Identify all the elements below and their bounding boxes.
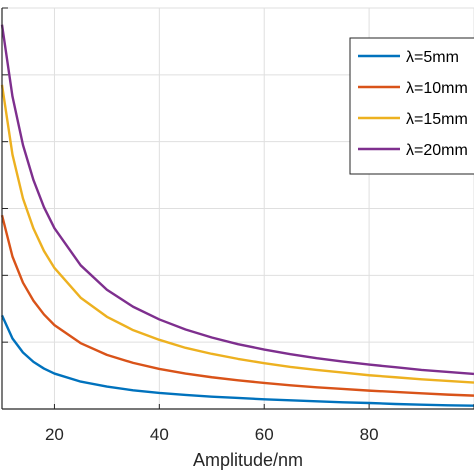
x-tick-label: 80 xyxy=(360,425,379,444)
series-line-3 xyxy=(0,84,474,384)
legend-label-1: λ=5mm xyxy=(406,49,459,66)
series-lines xyxy=(0,24,474,407)
x-tick-label: 20 xyxy=(45,425,64,444)
legend-label-2: λ=10mm xyxy=(406,80,468,97)
series-line-2 xyxy=(0,214,474,397)
legend: λ=5mm λ=10mm λ=15mm λ=20mm xyxy=(349,37,474,175)
x-tick-label: 60 xyxy=(255,425,274,444)
series-line-4 xyxy=(0,24,474,376)
legend-label-4: λ=20mm xyxy=(406,142,468,159)
grid xyxy=(2,7,474,409)
x-tick-label: 40 xyxy=(150,425,169,444)
tick-labels: 20 40 60 80 xyxy=(45,425,379,444)
legend-box xyxy=(349,37,474,175)
legend-label-3: λ=15mm xyxy=(406,111,468,128)
x-axis-label: Amplitude/nm xyxy=(193,450,303,470)
series-line-1 xyxy=(0,314,474,407)
axes xyxy=(1,7,474,410)
